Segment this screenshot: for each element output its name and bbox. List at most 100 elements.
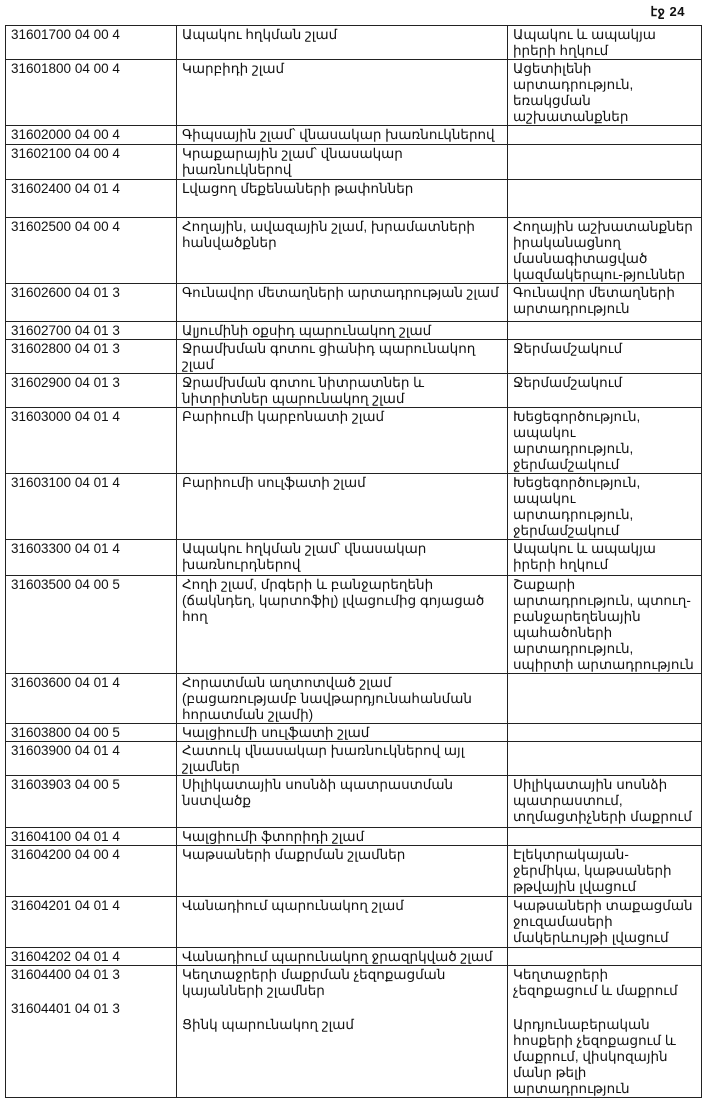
table-row: 31603600 04 01 4 Հորատման աղտոտված շլամ (… <box>5 673 702 724</box>
table-row: 31603100 04 01 4 Բարիումի սուլֆատի շլամ Խե… <box>5 473 702 540</box>
description-cell: Ապակու հղկման շլամ <box>176 25 508 60</box>
code-cell: 31602800 04 01 3 <box>5 339 177 374</box>
table-row: 31602000 04 00 4 Գիպսային շլամ՝ վնասակար … <box>5 125 702 145</box>
description-cell: Հատուկ վնասակար խառնուկներով այլ շլամներ <box>176 741 508 776</box>
table-row: 31602700 04 01 3 Ալյումինի օքսիդ պարունակ… <box>5 321 702 340</box>
description-cell: Ջրամխման գոտու նիտրատներ և նիտրիտներ պար… <box>176 373 508 408</box>
description-cell: Ջրամխման գոտու ցիանիդ պարունակող շլամ <box>176 339 508 374</box>
code-cell: 31603900 04 01 4 <box>5 741 177 776</box>
code-cell: 31602700 04 01 3 <box>5 321 177 340</box>
description-cell-text: Բարիումի կարբոնատի շլամ <box>182 409 385 424</box>
source-cell-text: Սիլիկատային սոսնձի պատրաստում, տղմացտիչն… <box>513 777 692 824</box>
description-cell: Գունավոր մետաղների արտադրության շլամ <box>176 283 508 322</box>
description-cell-text: Հատուկ վնասակար խառնուկներով այլ շլամներ <box>182 743 465 774</box>
code-cell: 31601700 04 00 4 <box>5 25 177 60</box>
code-cell-text: 31604200 04 00 4 <box>11 847 120 862</box>
description-cell-text: Ապակու հղկման շլամ <box>182 27 338 42</box>
source-cell-text: Ապակու և ապակյա իրերի հղկում <box>513 541 656 572</box>
code-cell: 31602900 04 01 3 <box>5 373 177 408</box>
source-cell <box>507 827 702 846</box>
code-cell: 31604201 04 01 4 <box>5 896 177 948</box>
source-cell: Ջերմամշակում <box>507 373 702 408</box>
description-cell-text: Հողի շլամ, մրգերի և բանջարեղենի (ճակնդեղ… <box>182 577 485 624</box>
description-cell-text-secondary: Ցինկ պարունակող շլամ <box>182 1017 354 1032</box>
code-cell: 31601800 04 00 4 <box>5 59 177 126</box>
source-cell: Էլեկտրակայան-ջերմիկա, կաթսաների թթվային … <box>507 845 702 897</box>
source-cell-text: Ացետիլենի արտադրություն, եռակցման աշխատա… <box>513 61 634 124</box>
table-row: 31604100 04 01 4 Կալցիումի ֆտորիդի շլամ <box>5 827 702 846</box>
source-cell: Շաքարի արտադրություն, պտուղ-բանջարեղենայ… <box>507 575 702 674</box>
table-row: 31601700 04 00 4 Ապակու հղկման շլամ Ապակու… <box>5 25 702 60</box>
table-row: 31603903 04 00 5 Սիլիկատային սոսնձի պատրա… <box>5 775 702 828</box>
table-row: 31604200 04 00 4 Կաթսաների մաքրման շլամնե… <box>5 845 702 897</box>
code-cell-text: 31602800 04 01 3 <box>11 341 120 356</box>
code-cell: 31604400 04 01 3 31604401 04 01 3 <box>5 965 177 1098</box>
table-row: 31603500 04 00 5 Հողի շլամ, մրգերի և բանջ… <box>5 575 702 674</box>
description-cell: Վանադիում պարունակող ջրազրկված շլամ <box>176 947 508 966</box>
code-cell-text: 31602100 04 00 4 <box>11 146 120 161</box>
code-cell-text: 31602000 04 00 4 <box>11 127 120 142</box>
table-row: 31603900 04 01 4 Հատուկ վնասակար խառնուկն… <box>5 741 702 776</box>
description-cell: Սիլիկատային սոսնձի պատրաստման նստվածք <box>176 775 508 828</box>
code-cell-text: 31602600 04 01 3 <box>11 285 120 300</box>
code-cell: 31602100 04 00 4 <box>5 144 177 180</box>
description-cell: Հողային, ավազային շլամ, խրամատների հանվա… <box>176 217 508 284</box>
table-row: 31604400 04 01 3 31604401 04 01 3 Կեղտաջրե… <box>5 965 702 1098</box>
code-cell-text: 31603500 04 00 5 <box>11 577 120 592</box>
code-cell: 31603500 04 00 5 <box>5 575 177 674</box>
code-cell-text: 31604400 04 01 3 <box>11 967 120 982</box>
source-cell-text: Գունավոր մետաղների արտադրություն <box>513 285 675 316</box>
code-cell: 31602600 04 01 3 <box>5 283 177 322</box>
source-cell <box>507 321 702 340</box>
code-cell-text: 31603100 04 01 4 <box>11 475 120 490</box>
description-cell: Ապակու հղկման շլամ՝ վնասակար խառնուրդներ… <box>176 539 508 576</box>
table-row: 31602100 04 00 4 Կրաքարային շլամ՝ վնասակա… <box>5 144 702 180</box>
description-cell: Վանադիում պարունակող շլամ <box>176 896 508 948</box>
source-cell: Ապակու և ապակյա իրերի հղկում <box>507 539 702 576</box>
description-cell: Բարիումի կարբոնատի շլամ <box>176 407 508 474</box>
description-cell: Հորատման աղտոտված շլամ (բացառությամբ նավ… <box>176 673 508 724</box>
source-cell: Գունավոր մետաղների արտադրություն <box>507 283 702 322</box>
source-cell-text: Հողային աշխատանքներ իրականացնող մասնագիտ… <box>513 219 693 282</box>
source-cell: Խեցեգործություն, ապակու արտադրություն, ջ… <box>507 407 702 474</box>
source-cell-text: Խեցեգործություն, ապակու արտադրություն, ջ… <box>513 475 641 538</box>
code-cell-text-secondary: 31604401 04 01 3 <box>11 1001 120 1016</box>
table-row: 31603300 04 01 4 Ապակու հղկման շլամ՝ վնաս… <box>5 539 702 576</box>
code-cell-text: 31601700 04 00 4 <box>11 27 120 42</box>
description-cell-text: Կալցիումի սուլֆատի շլամ <box>182 725 370 740</box>
source-cell: Ապակու և ապակյա իրերի հղկում <box>507 25 702 60</box>
description-cell-text: Հողային, ավազային շլամ, խրամատների հանվա… <box>182 219 475 250</box>
description-cell: Կալցիումի ֆտորիդի շլամ <box>176 827 508 846</box>
code-cell-text: 31604100 04 01 4 <box>11 829 120 844</box>
source-cell <box>507 144 702 180</box>
description-cell-text: Հորատման աղտոտված շլամ (բացառությամբ նավ… <box>182 675 472 722</box>
source-cell: Ջերմամշակում <box>507 339 702 374</box>
source-cell <box>507 673 702 724</box>
source-cell: Հողային աշխատանքներ իրականացնող մասնագիտ… <box>507 217 702 284</box>
table-row: 31602400 04 01 4 Լվացող մեքենաների թափոնն… <box>5 179 702 218</box>
table-row: 31601800 04 00 4 Կարբիդի շլամ Ացետիլենի ար… <box>5 59 702 126</box>
description-cell-text: Գիպսային շլամ՝ վնասակար խառնուկներով <box>182 127 495 142</box>
code-cell-text: 31602700 04 01 3 <box>11 323 120 338</box>
source-cell <box>507 125 702 145</box>
table-row: 31602500 04 00 4 Հողային, ավազային շլամ, … <box>5 217 702 284</box>
description-cell: Հողի շլամ, մրգերի և բանջարեղենի (ճակնդեղ… <box>176 575 508 674</box>
code-cell: 31603600 04 01 4 <box>5 673 177 724</box>
source-cell <box>507 947 702 966</box>
code-cell-text: 31603600 04 01 4 <box>11 675 120 690</box>
code-cell: 31603000 04 01 4 <box>5 407 177 474</box>
table-row: 31602900 04 01 3 Ջրամխման գոտու նիտրատներ… <box>5 373 702 408</box>
table-row: 31603000 04 01 4 Բարիումի կարբոնատի շլամ Խ… <box>5 407 702 474</box>
code-cell: 31602000 04 00 4 <box>5 125 177 145</box>
table-row: 31604201 04 01 4 Վանադիում պարունակող շլա… <box>5 896 702 948</box>
source-cell-text: Խեցեգործություն, ապակու արտադրություն, ջ… <box>513 409 641 472</box>
description-cell: Կաթսաների մաքրման շլամներ <box>176 845 508 897</box>
source-cell-text: Ջերմամշակում <box>513 375 623 390</box>
code-cell: 31602400 04 01 4 <box>5 179 177 218</box>
code-cell-text: 31601800 04 00 4 <box>11 61 120 76</box>
code-cell: 31604200 04 00 4 <box>5 845 177 897</box>
description-cell-text: Կրաքարային շլամ՝ վնասակար խառնուկներով <box>182 146 403 177</box>
waste-codes-table: 31601700 04 00 4 Ապակու հղկման շլամ Ապակու… <box>5 25 702 1098</box>
description-cell-text: Բարիումի սուլֆատի շլամ <box>182 475 366 490</box>
description-cell: Կեղտաջրերի մաքրման չեզոքացման կայանների … <box>176 965 508 1098</box>
